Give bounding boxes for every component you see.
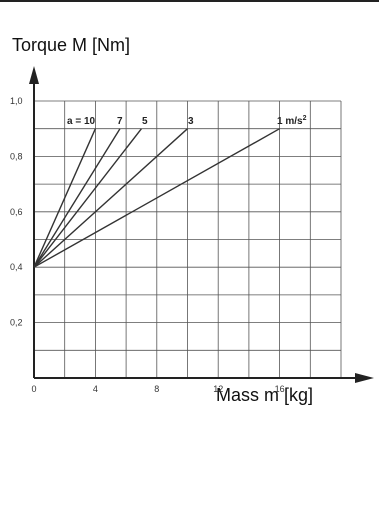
x-tick-label: 0 xyxy=(31,384,36,394)
series-line xyxy=(33,128,280,268)
series-labels: a = 10 7 5 3 1 m/s2 xyxy=(67,115,307,127)
series-label-a10: a = 10 xyxy=(67,116,96,127)
y-tick-label: 0,8 xyxy=(10,151,23,161)
series-line xyxy=(33,128,121,268)
y-tick-label: 0,6 xyxy=(10,207,23,217)
y-tick-label: 0,2 xyxy=(10,318,23,328)
top-rule xyxy=(0,0,379,2)
series-lines xyxy=(33,128,280,268)
series-label-7: 7 xyxy=(117,116,123,127)
series-line xyxy=(33,128,188,268)
series-label-1ms2: 1 m/s2 xyxy=(277,115,307,127)
x-tick-label: 16 xyxy=(275,384,285,394)
axes xyxy=(29,66,374,383)
x-tick-label: 4 xyxy=(93,384,98,394)
y-axis-title: Torque M [Nm] xyxy=(12,35,131,55)
series-line xyxy=(33,128,97,268)
series-line xyxy=(33,128,143,268)
series-label-5: 5 xyxy=(142,116,148,127)
tick-labels: 0 4 8 12 16 1,0 0,8 0,6 0,4 0,2 xyxy=(10,96,285,394)
series-label-3: 3 xyxy=(188,116,194,127)
unit-superscript: 2 xyxy=(303,115,307,122)
x-tick-label: 8 xyxy=(154,384,159,394)
grid xyxy=(34,100,342,378)
series-label-1ms2-text: 1 m/s xyxy=(277,116,303,127)
x-axis-title: Mass m [kg] xyxy=(216,385,314,405)
x-tick-label: 12 xyxy=(213,384,223,394)
y-tick-label: 1,0 xyxy=(10,96,23,106)
y-tick-label: 0,4 xyxy=(10,262,23,272)
x-axis-arrow-icon xyxy=(355,373,374,383)
y-axis-arrow-icon xyxy=(29,66,39,84)
